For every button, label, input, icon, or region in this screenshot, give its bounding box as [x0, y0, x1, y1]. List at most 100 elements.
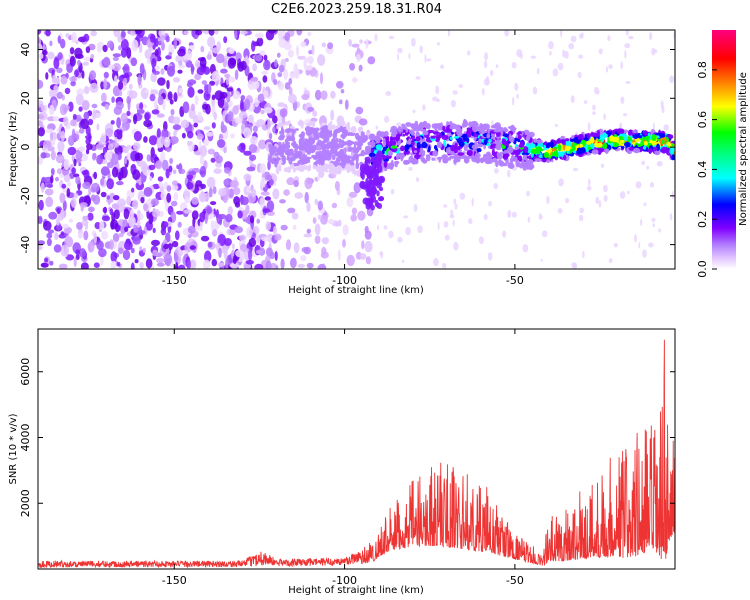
- spectrogram-cell: [402, 133, 406, 137]
- spectrogram-cell: [287, 207, 296, 214]
- spectrogram-cell: [93, 171, 98, 180]
- spectrogram-cell: [148, 135, 158, 146]
- spectrogram-cell: [184, 49, 193, 61]
- spectrogram-cell: [265, 221, 272, 231]
- spectrogram-cell: [279, 130, 283, 135]
- spectrogram-cell: [366, 180, 372, 190]
- spectrogram-cell: [149, 93, 156, 102]
- spectrogram-cell: [110, 260, 117, 269]
- spectrogram-cell: [160, 136, 165, 145]
- spectrogram-cell: [130, 57, 138, 67]
- spectrogram-cell: [274, 59, 278, 68]
- spectrogram-cell: [207, 83, 212, 95]
- spectrogram-cell: [104, 151, 113, 161]
- spectrogram-cell: [181, 132, 186, 139]
- spectrogram-cell: [483, 60, 488, 69]
- spectrogram-cell: [304, 191, 309, 204]
- colorbar-ticks: 0.0 0.2 0.4 0.6 0.8: [696, 61, 717, 278]
- spectrogram-cell: [111, 166, 119, 178]
- spectrogram-cell: [669, 148, 675, 155]
- spectrogram-cell: [481, 87, 485, 96]
- spectrogram-cell: [554, 151, 559, 158]
- spectrogram-cell: [320, 145, 326, 150]
- spectrogram-cell: [130, 30, 136, 37]
- spectrogram-cell: [160, 68, 165, 75]
- spectrogram-cell: [224, 102, 229, 112]
- spectrogram-cell: [306, 228, 311, 234]
- spectrogram-cell: [268, 30, 277, 34]
- spectrogram-cell: [357, 210, 366, 221]
- spectrogram-cell: [188, 170, 197, 176]
- spectrogram-cell: [227, 111, 234, 122]
- spectrogram-cell: [623, 113, 628, 117]
- spectrogram-cell: [350, 126, 357, 134]
- spectrogram-cell: [156, 257, 165, 264]
- spectrogram-cell: [632, 129, 638, 134]
- spectrogram-cell: [635, 181, 642, 189]
- spectrogram-cell: [288, 93, 297, 104]
- spectrogram-cell: [277, 102, 286, 108]
- spectrogram-cell: [108, 64, 115, 70]
- spectrogram-cell: [216, 41, 221, 52]
- spectrogram-cell: [120, 48, 128, 58]
- spectrogram-cell: [353, 182, 361, 194]
- spectrogram-cell: [562, 49, 566, 58]
- spectrogram-cell: [197, 89, 204, 94]
- spectrogram-cell: [211, 258, 218, 267]
- spectrogram-cell: [131, 39, 139, 52]
- spectrogram-cell: [245, 260, 254, 265]
- spectrogram-cell: [492, 157, 498, 163]
- spectrogram-cell: [46, 128, 54, 134]
- spectrogram-cell: [165, 168, 170, 179]
- spectrogram-cell: [415, 131, 420, 137]
- spectrogram-cell: [348, 191, 358, 198]
- spectrogram-cell: [616, 128, 623, 134]
- spectrogram-cell: [495, 143, 502, 151]
- spectrogram-cell: [507, 209, 512, 219]
- spectrogram-cell: [102, 207, 108, 213]
- spectrogram-cell: [68, 218, 73, 223]
- spectrogram-cell: [152, 209, 161, 218]
- spectrogram-cell: [113, 30, 121, 38]
- spectrogram-cell: [274, 152, 279, 157]
- spectrogram-cell: [62, 200, 67, 212]
- spectrogram-cell: [453, 241, 459, 251]
- spectrogram-cell: [372, 168, 378, 175]
- spectrogram-cell: [325, 149, 331, 156]
- spectrogram-cell: [56, 168, 62, 175]
- spectrogram-cell: [651, 47, 656, 56]
- spectrogram-x-ticks: -150 -100 -50: [162, 30, 524, 287]
- spectrogram-cell: [536, 146, 543, 152]
- spectrogram-cell: [306, 165, 311, 172]
- spectrogram-cell: [200, 235, 210, 242]
- spectrogram-cell: [314, 198, 319, 205]
- spectrogram-cell: [276, 52, 281, 58]
- spectrogram-cell: [401, 259, 405, 263]
- spectrogram-cell: [525, 135, 531, 142]
- spectrogram-cell: [106, 195, 110, 200]
- spectrogram-cell: [243, 150, 252, 156]
- spectrogram-cell: [237, 210, 243, 219]
- spectrogram-cell: [397, 53, 400, 61]
- spectrogram-cell: [80, 118, 89, 130]
- spectrogram-cell: [540, 258, 543, 262]
- spectrogram-cell: [508, 163, 515, 169]
- spectrogram-cell: [270, 262, 277, 269]
- spectrogram-cell: [118, 232, 124, 238]
- spectrogram-cell: [218, 247, 222, 258]
- spectrogram-cell: [175, 230, 180, 241]
- spectrogram-cell: [175, 261, 179, 269]
- spectrogram-cell: [71, 167, 76, 175]
- spectrogram-cell: [277, 141, 282, 147]
- spectrogram-cell: [303, 58, 308, 70]
- spectrogram-cell: [166, 185, 172, 192]
- spectrogram-cell: [263, 90, 269, 99]
- x-tick-label: -150: [162, 574, 187, 587]
- spectrogram-cell: [225, 258, 229, 269]
- spectrogram-cell: [502, 133, 510, 138]
- spectrogram-cell: [47, 146, 55, 152]
- spectrogram-cell: [269, 121, 274, 125]
- spectrogram-cell: [526, 155, 531, 159]
- spectrogram-x-axis-label: Height of straight line (km): [288, 285, 424, 296]
- spectrogram-cell: [294, 192, 304, 199]
